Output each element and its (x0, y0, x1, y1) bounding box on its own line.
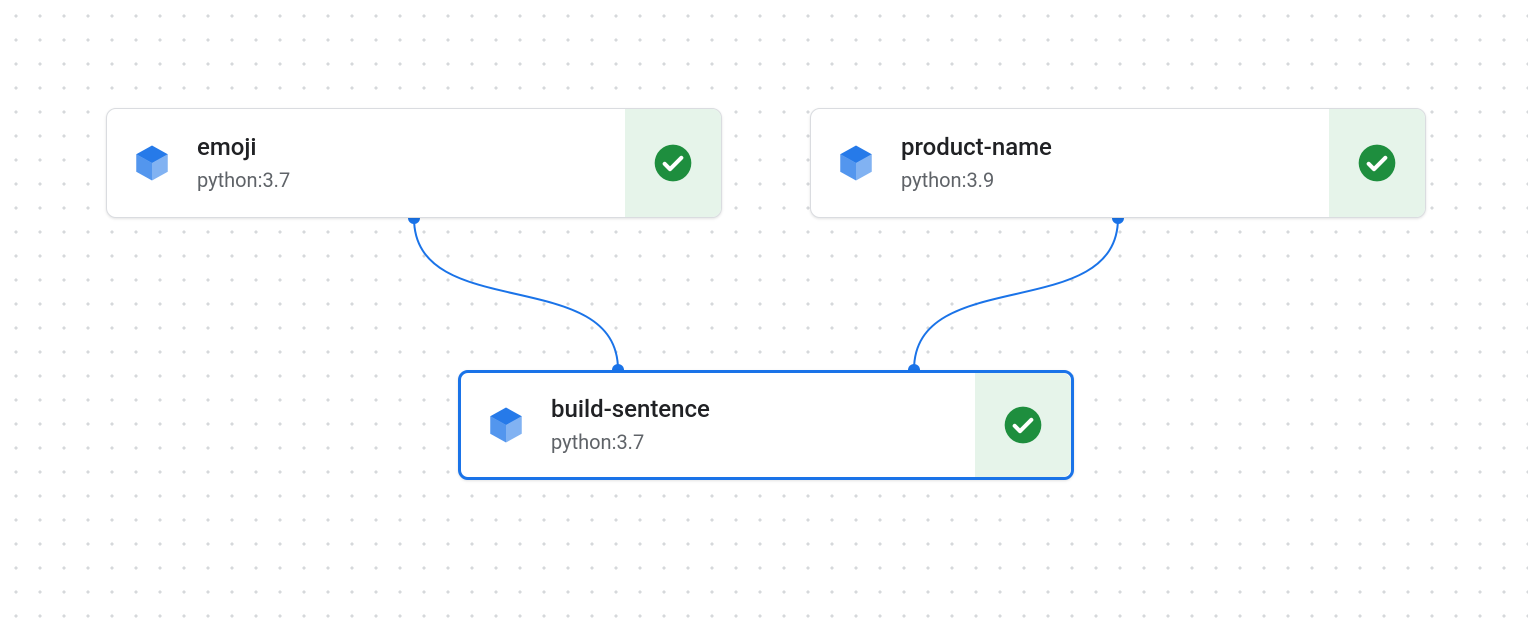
node-title: build-sentence (551, 394, 963, 425)
node-subtitle: python:3.9 (901, 166, 1317, 194)
node-subtitle: python:3.7 (197, 166, 613, 194)
node-text: product-name python:3.9 (901, 132, 1329, 193)
cube-icon (107, 142, 197, 184)
cube-icon (461, 404, 551, 446)
node-text: build-sentence python:3.7 (551, 394, 975, 455)
node-subtitle: python:3.7 (551, 428, 963, 456)
pipeline-node-product-name[interactable]: product-name python:3.9 (810, 108, 1426, 218)
pipeline-canvas[interactable] (0, 0, 1528, 624)
status-success (975, 373, 1071, 477)
node-text: emoji python:3.7 (197, 132, 625, 193)
pipeline-node-emoji[interactable]: emoji python:3.7 (106, 108, 722, 218)
status-success (625, 109, 721, 217)
pipeline-node-build-sentence[interactable]: build-sentence python:3.7 (458, 370, 1074, 480)
node-title: emoji (197, 132, 613, 163)
cube-icon (811, 142, 901, 184)
status-success (1329, 109, 1425, 217)
node-title: product-name (901, 132, 1317, 163)
